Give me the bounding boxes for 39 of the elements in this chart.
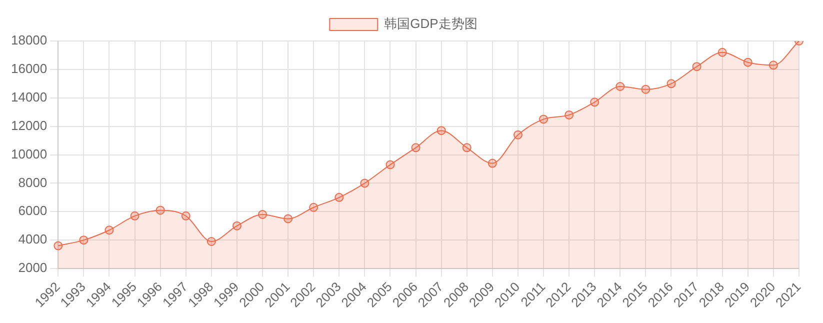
y-tick-label: 10000	[10, 146, 48, 162]
y-tick-label: 14000	[10, 89, 48, 104]
point	[130, 211, 140, 220]
point	[641, 84, 650, 94]
point	[539, 114, 548, 124]
y-tick-label: 8000	[18, 174, 48, 190]
point	[743, 58, 752, 67]
point	[360, 178, 370, 188]
point	[564, 110, 574, 120]
point	[436, 126, 446, 136]
point	[386, 160, 395, 170]
point	[181, 211, 190, 220]
point	[666, 79, 676, 88]
point	[54, 241, 63, 250]
point	[104, 226, 114, 235]
point	[692, 62, 702, 72]
point	[309, 202, 318, 212]
point	[590, 98, 600, 107]
point	[768, 60, 778, 70]
point	[156, 206, 165, 215]
y-tick-label: 16000	[10, 61, 48, 76]
y-tick-label: 6000	[18, 203, 48, 218]
point	[258, 210, 268, 219]
point	[411, 143, 420, 152]
point	[718, 48, 727, 57]
y-tick-label: 2000	[18, 260, 48, 276]
point	[488, 158, 497, 168]
y-tick-label: 18000	[10, 32, 48, 48]
y-tick-label: 12000	[10, 118, 48, 133]
point	[462, 143, 472, 152]
point	[79, 236, 88, 245]
y-tick-label: 4000	[18, 232, 48, 247]
point	[616, 82, 625, 92]
point	[284, 214, 293, 224]
legend-label: 韩国GDP走势图	[384, 16, 478, 32]
point	[513, 130, 522, 140]
point	[206, 237, 216, 246]
point	[334, 192, 344, 202]
point	[232, 221, 242, 230]
